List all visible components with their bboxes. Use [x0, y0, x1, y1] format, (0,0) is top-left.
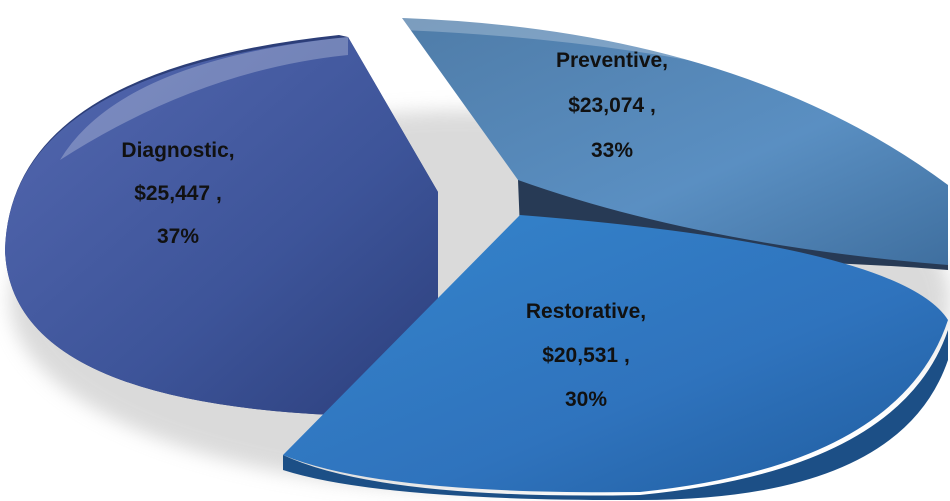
slice-label-restorative: Restorative, $20,531 , 30% [526, 300, 646, 411]
pie-slices [5, 18, 948, 493]
preventive-label: Preventive, [556, 49, 668, 72]
diagnostic-amount: $25,447 , [134, 182, 222, 205]
slice-label-preventive: Preventive, $23,074 , 33% [556, 49, 668, 162]
diagnostic-percent: 37% [157, 225, 199, 248]
pie-highlights [60, 18, 820, 160]
pie-slice-preventive [402, 18, 948, 265]
restorative-amount: $20,531 , [542, 344, 630, 367]
restorative-percent: 30% [565, 388, 607, 411]
diagnostic-label: Diagnostic, [121, 139, 234, 162]
pie-slice-diagnostic [5, 37, 438, 415]
pie-slice-restorative [283, 215, 948, 493]
slice-label-diagnostic: Diagnostic, $25,447 , 37% [121, 139, 234, 248]
preventive-percent: 33% [591, 139, 633, 162]
restorative-label: Restorative, [526, 300, 646, 323]
preventive-amount: $23,074 , [568, 94, 656, 117]
